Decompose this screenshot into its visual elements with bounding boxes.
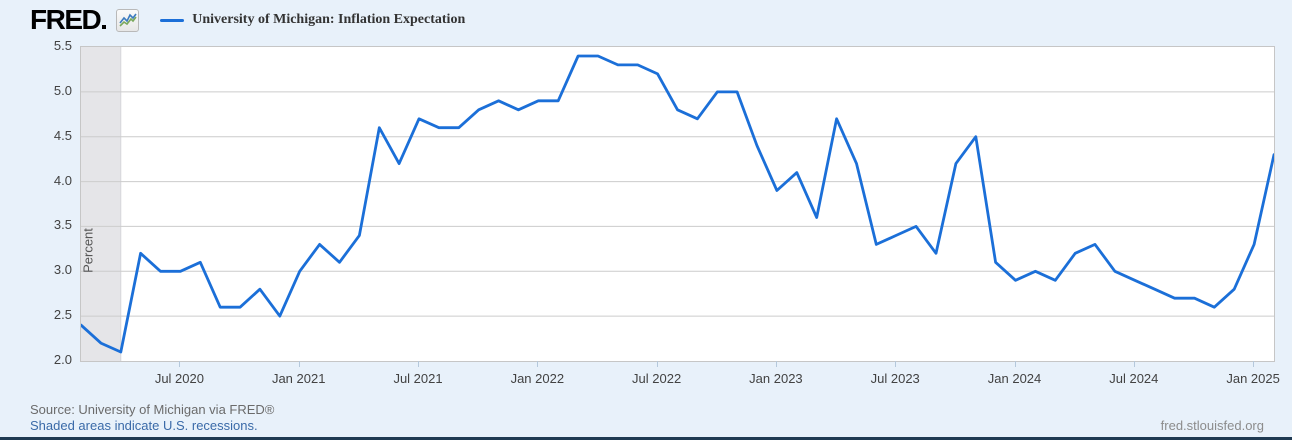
- y-tick-label: 3.5: [53, 217, 72, 233]
- y-tick-label: 4.5: [53, 127, 72, 143]
- x-tick-mark: [298, 361, 300, 367]
- x-tick-mark: [179, 361, 181, 367]
- x-tick-label: Jan 2023: [749, 371, 803, 386]
- chart-plot-area[interactable]: Percent: [80, 46, 1275, 362]
- recession-note-link[interactable]: Shaded areas indicate U.S. recessions.: [30, 418, 258, 433]
- series-line: [81, 54, 1274, 354]
- fred-sparkline-icon: [116, 8, 140, 32]
- header: FRED University of Michigan: Inflation E…: [30, 4, 465, 35]
- x-tick-mark: [537, 361, 539, 367]
- x-tick-mark: [895, 361, 897, 367]
- x-tick-mark: [1014, 361, 1016, 367]
- x-tick-mark: [418, 361, 420, 367]
- y-tick-label: 5.0: [53, 82, 72, 98]
- y-axis-title: Percent: [80, 228, 96, 273]
- x-tick-mark: [775, 361, 777, 367]
- line-chart-svg: [81, 47, 1274, 361]
- x-tick-label: Jan 2025: [1226, 371, 1280, 386]
- fred-logo-registered-dot: [102, 25, 107, 29]
- x-tick-label: Jul 2024: [1109, 371, 1159, 386]
- y-tick-label: 5.5: [53, 38, 72, 53]
- fred-site-link[interactable]: fred.stlouisfed.org: [1160, 418, 1264, 433]
- x-tick-mark: [1133, 361, 1135, 367]
- legend-line-swatch: [160, 18, 185, 22]
- x-tick-label: Jul 2021: [393, 371, 443, 386]
- y-tick-label: 3.0: [53, 262, 72, 278]
- x-tick-label: Jul 2023: [870, 371, 920, 386]
- fred-logo[interactable]: FRED: [30, 4, 107, 35]
- chart-legend: University of Michigan: Inflation Expect…: [160, 12, 465, 28]
- recession-band: [81, 47, 121, 361]
- y-tick-label: 4.0: [53, 172, 72, 188]
- y-tick-label: 2.0: [53, 352, 72, 367]
- x-tick-mark: [1253, 361, 1255, 367]
- legend-series-label: University of Michigan: Inflation Expect…: [192, 12, 466, 27]
- x-tick-label: Jan 2022: [510, 371, 565, 386]
- x-tick-label: Jan 2024: [987, 371, 1042, 386]
- footer-source-text: Source: University of Michigan via FRED®: [30, 402, 275, 417]
- x-tick-label: Jul 2022: [632, 371, 682, 386]
- fred-logo-text: FRED: [30, 4, 102, 35]
- y-tick-label: 2.5: [53, 307, 72, 323]
- x-tick-mark: [656, 361, 658, 367]
- x-tick-label: Jan 2021: [271, 371, 326, 386]
- x-tick-label: Jul 2020: [154, 371, 204, 386]
